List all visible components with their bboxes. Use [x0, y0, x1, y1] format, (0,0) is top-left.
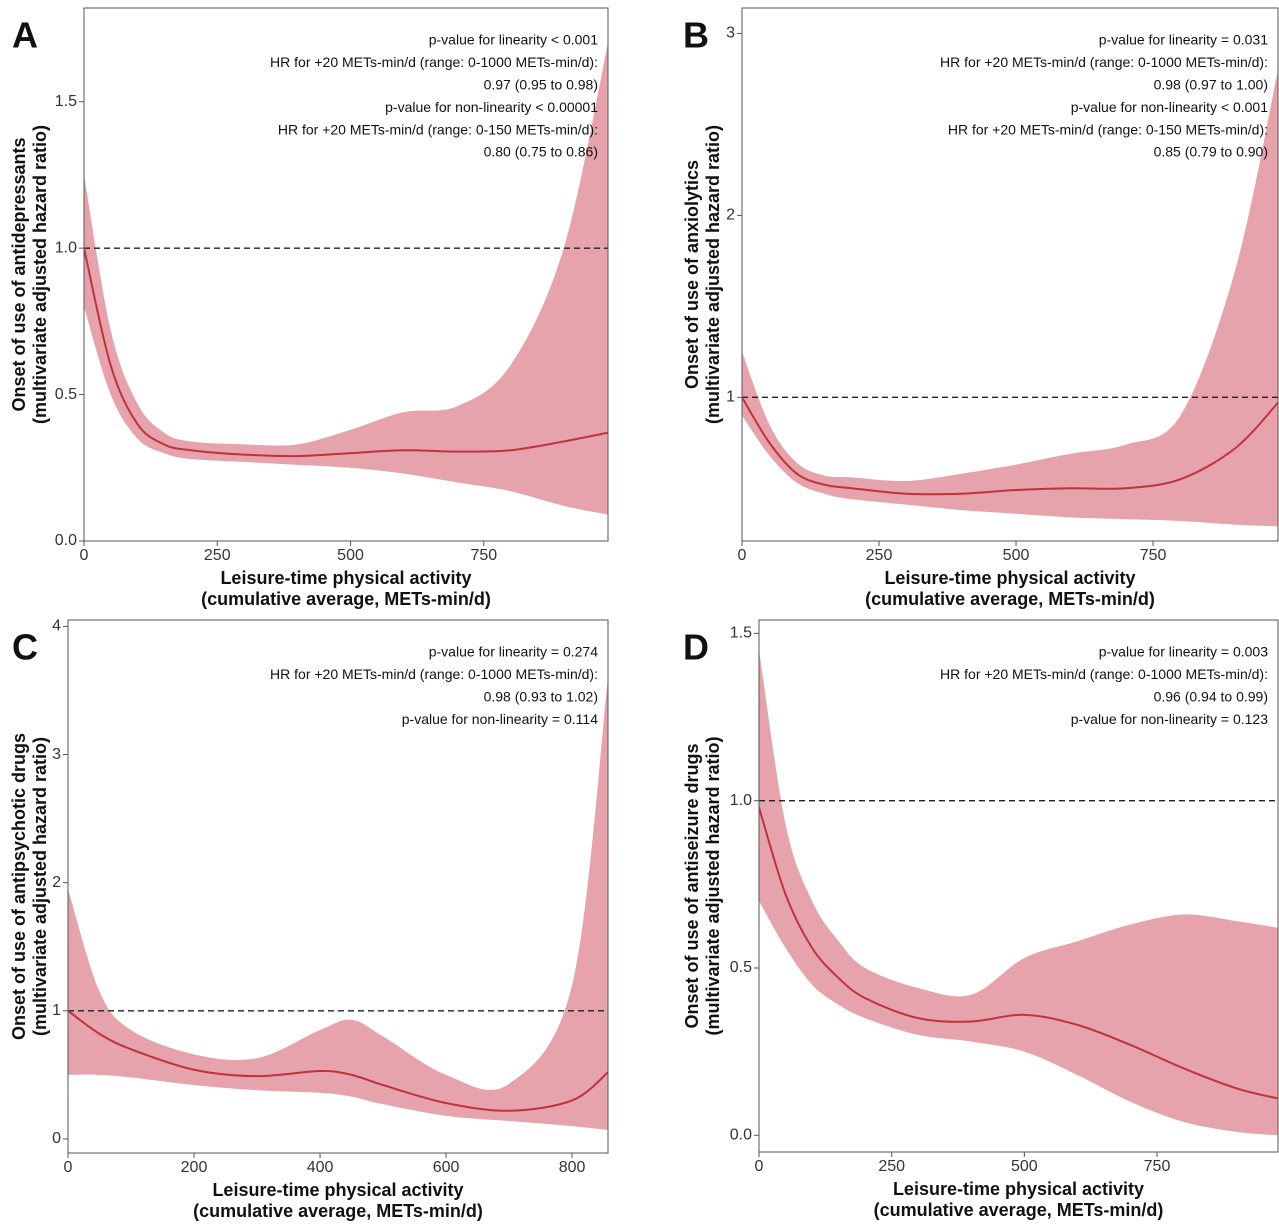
- y-tick-label: 2: [726, 207, 735, 224]
- y-tick-label: 0.5: [730, 959, 752, 976]
- hazard-line: [759, 807, 1278, 1100]
- x-tick-label: 750: [1140, 547, 1167, 564]
- y-axis-label: Onset of use of antidepressants: [9, 137, 29, 411]
- x-tick-label: 500: [1011, 1158, 1038, 1175]
- y-axis-label: (multivariate adjusted hazard ratio): [703, 125, 723, 424]
- x-axis-label: Leisure-time physical activity: [884, 568, 1135, 588]
- hazard-line: [84, 247, 608, 458]
- annotation: HR for +20 METs-min/d (range: 0-1000 MET…: [940, 54, 1268, 70]
- plot-frame: [758, 619, 1279, 1153]
- x-tick-label: 250: [204, 547, 231, 564]
- panel-label: A: [12, 15, 38, 56]
- annotation: HR for +20 METs-min/d (range: 0-1000 MET…: [270, 54, 598, 70]
- y-axis-label: Onset of use of anxiolytics: [682, 160, 702, 389]
- panel-label: B: [683, 15, 709, 56]
- panel: 0.0 0.5 1.0 1.5 0 250 500 750 p-value for linear…: [9, 7, 609, 609]
- annotation: 0.98 (0.93 to 1.02): [484, 689, 598, 705]
- y-tick-label: 3: [726, 25, 735, 42]
- confidence-band: [759, 650, 1278, 1136]
- panel: 0 1 2 3 4 0 200 400 600 800 p-value for linearity …: [9, 618, 609, 1221]
- annotation: p-value for non-linearity = 0.114: [402, 711, 598, 727]
- x-tick-label: 400: [307, 1159, 334, 1176]
- x-tick-label: 0: [64, 1159, 73, 1176]
- annotation: p-value for non-linearity < 0.00001: [385, 99, 598, 115]
- panel-label: C: [12, 627, 38, 668]
- x-tick-label: 0: [80, 547, 89, 564]
- annotation: p-value for linearity < 0.001: [429, 32, 598, 48]
- confidence-band: [68, 677, 608, 1130]
- y-axis-label: (multivariate adjusted hazard ratio): [703, 736, 723, 1035]
- annotation: p-value for linearity = 0.031: [1099, 32, 1268, 48]
- plot-frame: [83, 7, 609, 542]
- annotation: HR for +20 METs-min/d (range: 0-1000 MET…: [940, 666, 1268, 682]
- annotation: 0.98 (0.97 to 1.00): [1154, 77, 1268, 93]
- x-tick-label: 600: [433, 1159, 460, 1176]
- confidence-band: [84, 43, 608, 515]
- y-tick-label: 0.0: [730, 1126, 752, 1143]
- y-tick-label: 0.0: [55, 532, 77, 549]
- annotation: p-value for linearity = 0.274: [429, 644, 598, 660]
- plot-frame: [741, 7, 1279, 542]
- y-tick-label: 1.0: [55, 239, 77, 256]
- panel: 0.0 0.5 1.0 1.5 0 250 500 750 p-value for linear…: [682, 619, 1279, 1220]
- x-tick-label: 0: [755, 1158, 764, 1175]
- x-tick-label: 200: [181, 1159, 208, 1176]
- y-axis-label: Onset of use of antiseizure drugs: [682, 743, 702, 1028]
- y-tick-label: 2: [52, 874, 61, 891]
- y-tick-label: 1: [52, 1002, 61, 1019]
- annotation: 0.96 (0.94 to 0.99): [1154, 689, 1268, 705]
- annotation: 0.80 (0.75 to 0.86): [484, 144, 598, 160]
- y-axis-label: (multivariate adjusted hazard ratio): [30, 125, 50, 424]
- annotation: HR for +20 METs-min/d (range: 0-150 METs…: [948, 121, 1268, 137]
- y-tick-label: 4: [52, 618, 61, 635]
- y-tick-label: 0.5: [55, 386, 77, 403]
- x-tick-label: 800: [559, 1159, 586, 1176]
- panel: 1 2 3 0 250 500 750 p-value for linearity = 0.0…: [682, 7, 1279, 609]
- annotation: p-value for linearity = 0.003: [1099, 644, 1268, 660]
- hazard-line: [742, 396, 1278, 496]
- x-axis-label: (cumulative average, METs-min/d): [874, 1200, 1164, 1220]
- annotation: p-value for non-linearity = 0.123: [1071, 711, 1268, 727]
- x-tick-label: 250: [866, 547, 893, 564]
- x-tick-label: 0: [738, 547, 747, 564]
- x-tick-label: 500: [337, 547, 364, 564]
- y-tick-label: 1.5: [55, 93, 77, 110]
- annotation: 0.85 (0.79 to 0.90): [1154, 144, 1268, 160]
- annotation: HR for +20 METs-min/d (range: 0-1000 MET…: [270, 666, 598, 682]
- annotation: p-value for non-linearity < 0.001: [1071, 99, 1268, 115]
- y-tick-label: 3: [52, 746, 61, 763]
- x-tick-label: 750: [1144, 1158, 1171, 1175]
- y-axis-label: (multivariate adjusted hazard ratio): [30, 737, 50, 1036]
- y-tick-label: 1: [726, 389, 735, 406]
- x-axis-label: Leisure-time physical activity: [893, 1179, 1144, 1199]
- x-axis-label: Leisure-time physical activity: [220, 568, 471, 588]
- y-axis-label: Onset of use of antipsychotic drugs: [9, 733, 29, 1040]
- plot-frame: [67, 619, 609, 1154]
- x-tick-label: 250: [878, 1158, 905, 1175]
- y-tick-label: 1.5: [730, 625, 752, 642]
- x-tick-label: 750: [470, 547, 497, 564]
- annotation: HR for +20 METs-min/d (range: 0-150 METs…: [278, 121, 598, 137]
- confidence-band: [742, 69, 1278, 527]
- x-axis-label: Leisure-time physical activity: [212, 1180, 463, 1200]
- x-axis-label: (cumulative average, METs-min/d): [193, 1201, 483, 1221]
- hazard-line: [68, 1009, 608, 1112]
- y-tick-label: 1.0: [730, 792, 752, 809]
- x-axis-label: (cumulative average, METs-min/d): [201, 589, 491, 609]
- panel-label: D: [683, 627, 709, 668]
- y-tick-label: 0: [52, 1130, 61, 1147]
- annotation: 0.97 (0.95 to 0.98): [484, 77, 598, 93]
- x-tick-label: 500: [1003, 547, 1030, 564]
- x-axis-label: (cumulative average, METs-min/d): [865, 589, 1155, 609]
